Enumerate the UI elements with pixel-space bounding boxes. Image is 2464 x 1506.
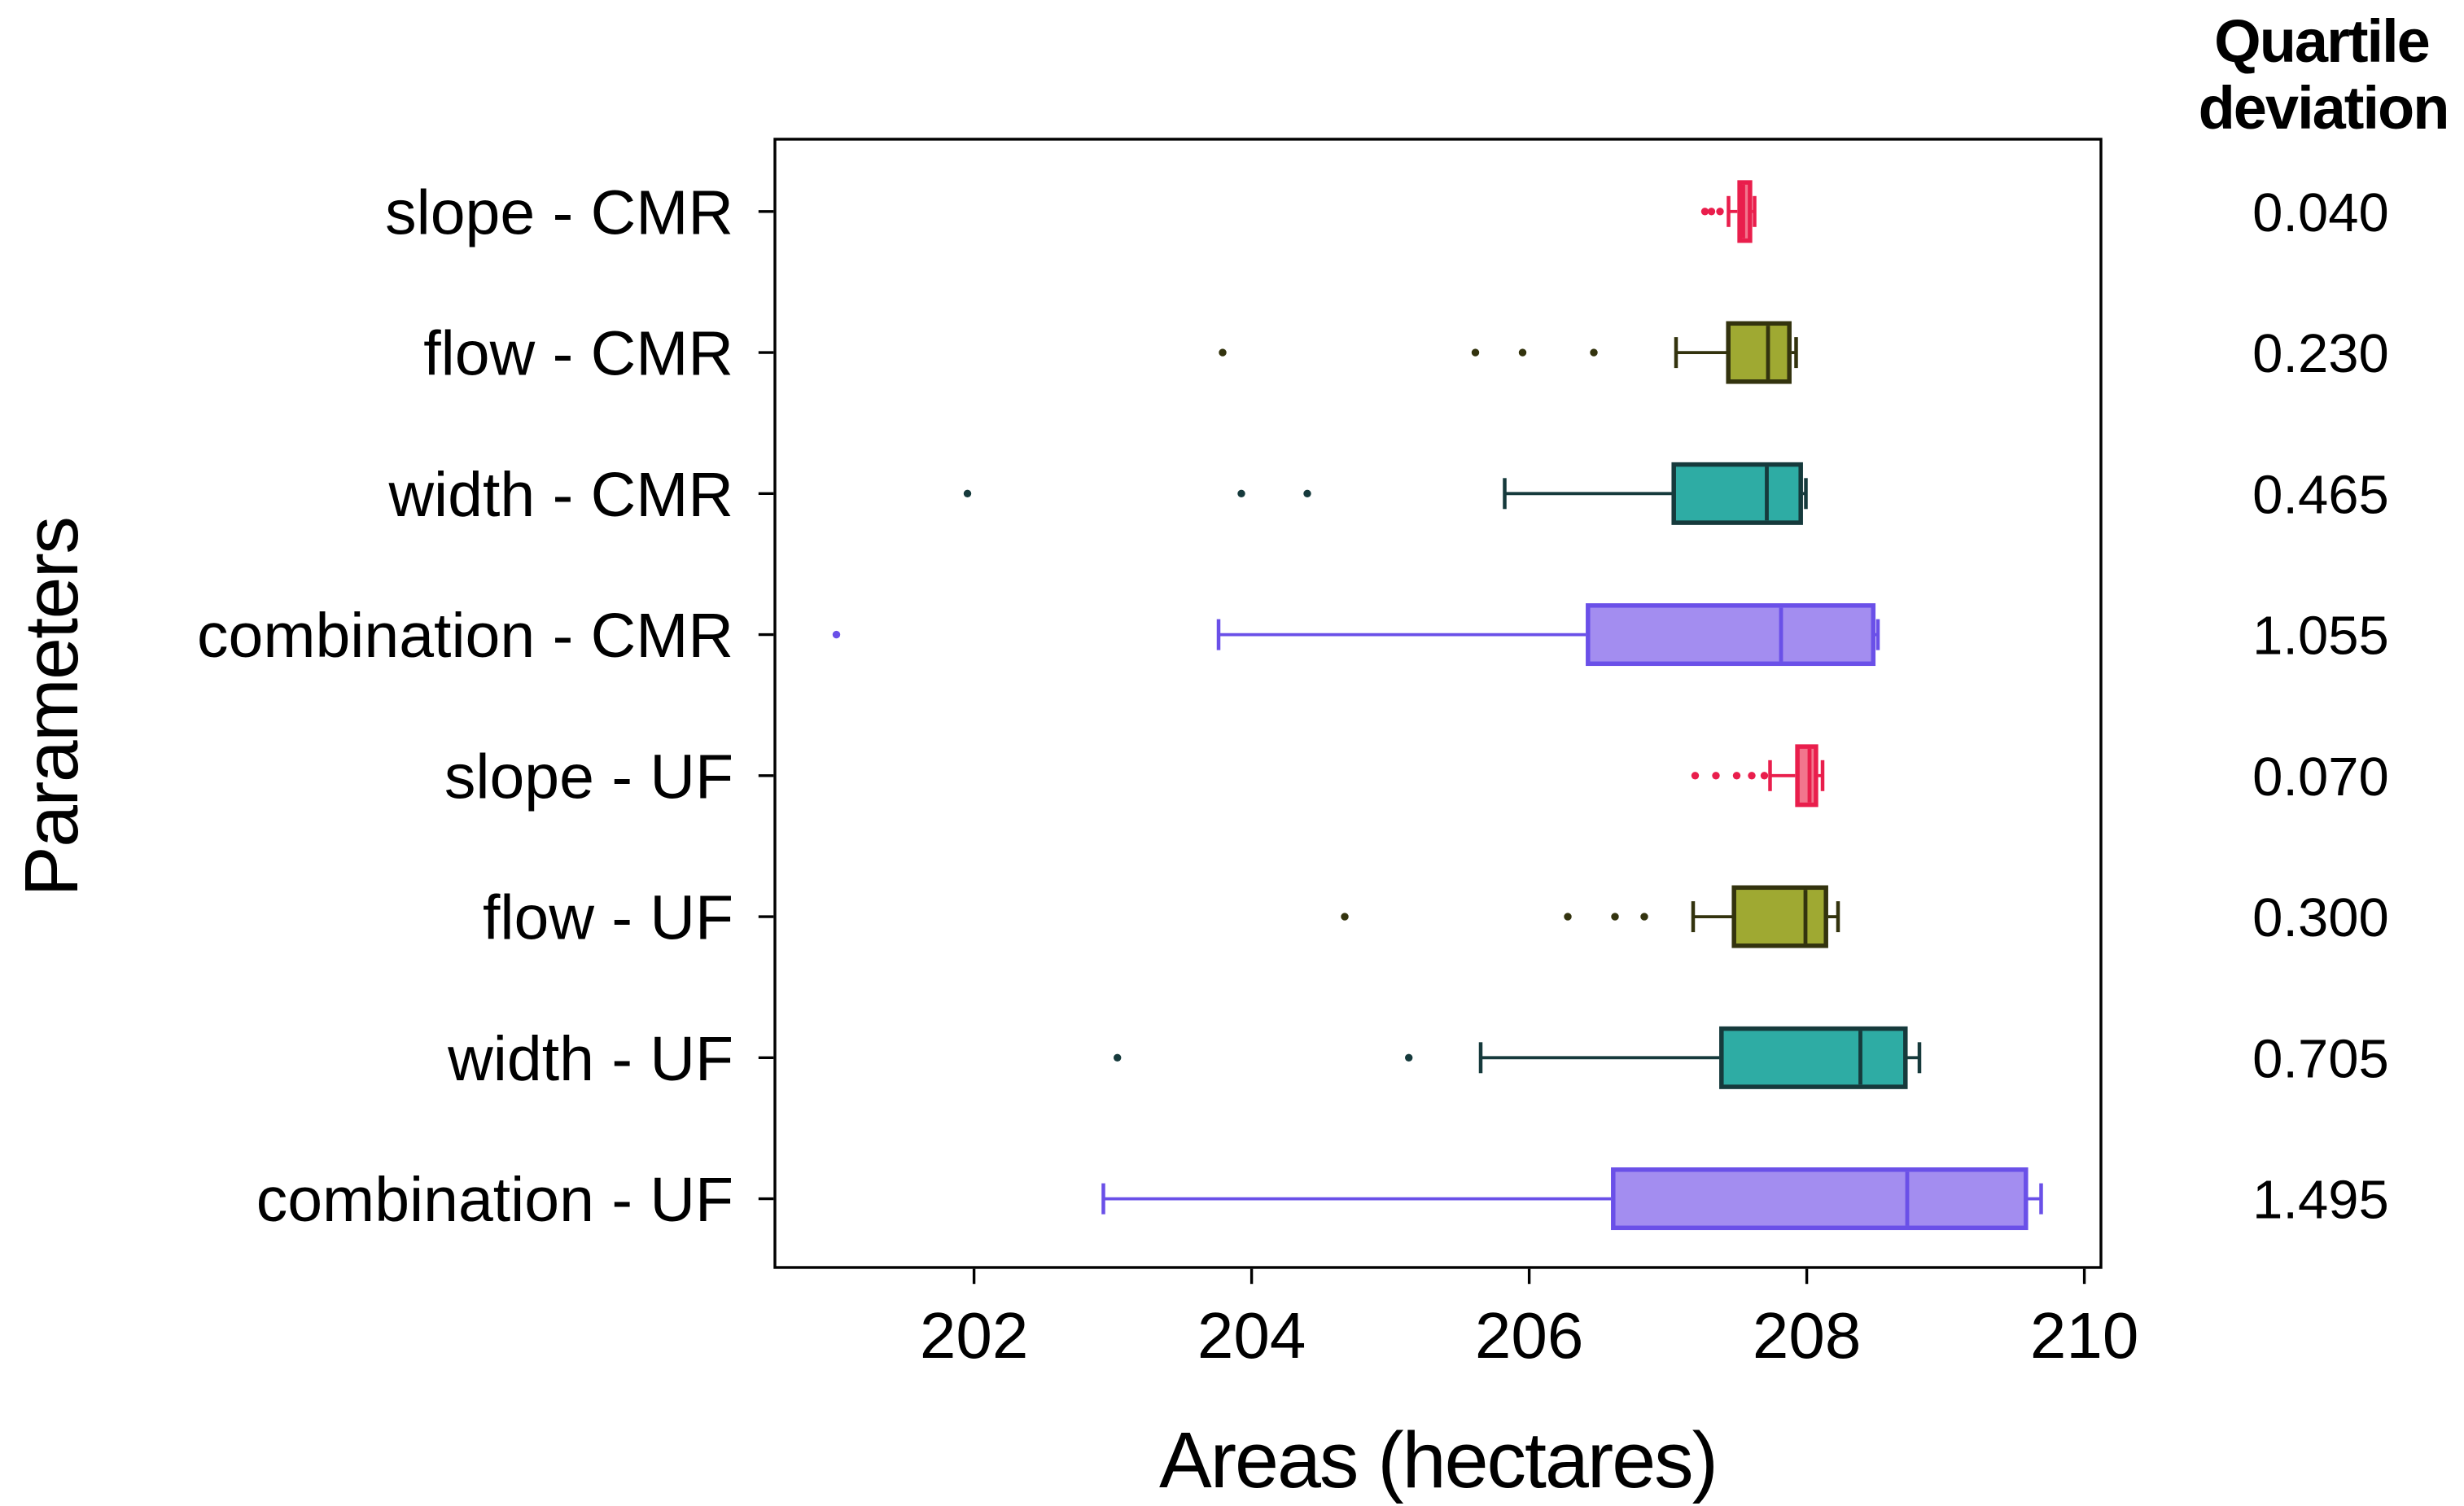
svg-text:combination - UF: combination - UF: [256, 1165, 733, 1235]
svg-text:slope - CMR: slope - CMR: [385, 177, 733, 247]
svg-text:combination - CMR: combination - CMR: [197, 601, 733, 671]
svg-text:206: 206: [1475, 1299, 1583, 1372]
svg-text:width - UF: width - UF: [447, 1024, 733, 1094]
svg-text:deviation: deviation: [2199, 74, 2449, 142]
svg-text:210: 210: [2030, 1299, 2138, 1372]
svg-text:0.465: 0.465: [2252, 464, 2389, 525]
svg-text:Areas (hectares): Areas (hectares): [1159, 1416, 1717, 1504]
svg-text:204: 204: [1197, 1299, 1306, 1372]
svg-text:0.705: 0.705: [2252, 1028, 2389, 1089]
svg-text:0.040: 0.040: [2252, 182, 2389, 243]
svg-text:flow - CMR: flow - CMR: [423, 319, 733, 389]
svg-text:slope - UF: slope - UF: [444, 742, 733, 812]
svg-text:208: 208: [1753, 1299, 1861, 1372]
svg-text:0.230: 0.230: [2252, 323, 2389, 384]
svg-text:width - CMR: width - CMR: [387, 460, 733, 530]
svg-text:1.495: 1.495: [2252, 1170, 2389, 1231]
svg-text:Parameters: Parameters: [9, 518, 94, 897]
svg-text:0.300: 0.300: [2252, 887, 2389, 948]
svg-text:202: 202: [920, 1299, 1028, 1372]
svg-text:Quartile: Quartile: [2214, 7, 2429, 75]
svg-text:flow - UF: flow - UF: [483, 883, 733, 953]
svg-text:1.055: 1.055: [2252, 606, 2389, 667]
svg-text:0.070: 0.070: [2252, 746, 2389, 808]
